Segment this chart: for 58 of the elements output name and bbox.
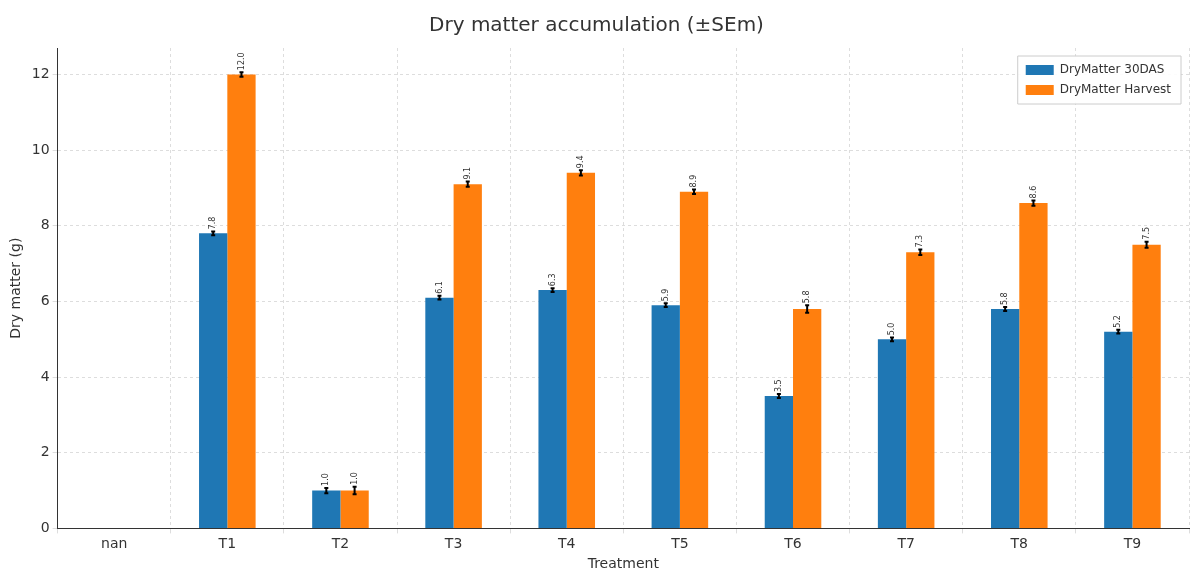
y-tick-label: 6 [40, 292, 50, 309]
data-label: 7.5 [1141, 226, 1151, 240]
bar [877, 339, 907, 528]
x-tick-label: T2 [330, 535, 350, 552]
bar [227, 74, 256, 528]
y-axis-title: Dry matter (g) [7, 237, 24, 339]
x-tick-label: T6 [783, 535, 802, 552]
bar [793, 309, 822, 528]
bar [566, 172, 596, 528]
bar [1019, 203, 1048, 528]
x-tick-label: nan [101, 535, 128, 552]
data-label: 12.0 [236, 52, 246, 71]
x-tick-label: T5 [670, 535, 689, 552]
bar [199, 233, 228, 528]
y-tick-label: 10 [31, 140, 50, 157]
bar [340, 490, 369, 528]
data-label: 5.8 [802, 290, 812, 304]
chart-title: Dry matter accumulation (±SEm) [429, 12, 764, 37]
data-label: 8.6 [1028, 185, 1038, 199]
data-label: 9.1 [462, 166, 472, 180]
bar [312, 490, 341, 528]
y-tick-label: 8 [40, 216, 50, 233]
y-tick-label: 2 [40, 443, 50, 460]
data-label: 9.4 [575, 155, 585, 169]
data-label: 3.5 [773, 379, 783, 393]
bar [651, 305, 680, 528]
data-label: 1.0 [321, 473, 331, 486]
bar [679, 191, 709, 528]
data-label: 8.9 [689, 174, 699, 188]
bar [538, 290, 567, 528]
x-tick-label: T9 [1122, 535, 1142, 552]
y-tick-label: 12 [31, 65, 50, 82]
data-label: 7.3 [915, 234, 925, 248]
bar [425, 297, 454, 528]
bar [991, 309, 1020, 528]
x-tick-label: T8 [1009, 535, 1029, 552]
bar [1132, 244, 1161, 528]
x-axis-title: Treatment [586, 555, 660, 572]
x-tick-label: T7 [896, 535, 915, 552]
x-tick-label: T3 [443, 535, 463, 552]
legend-label: DryMatter 30DAS [1059, 62, 1165, 77]
legend-label: DryMatter Harvest [1059, 82, 1172, 97]
y-tick-label: 0 [40, 519, 50, 536]
bar [764, 396, 794, 528]
data-label: 6.1 [434, 281, 444, 294]
data-label: 5.0 [887, 322, 897, 336]
data-label: 5.8 [1000, 292, 1010, 306]
bar [1104, 331, 1133, 528]
bar [906, 252, 935, 528]
data-label: 5.9 [660, 288, 670, 302]
bar [453, 184, 482, 528]
y-tick-label: 4 [40, 367, 50, 384]
data-label: 5.2 [1113, 315, 1123, 328]
data-label: 6.3 [547, 273, 557, 287]
data-label: 7.8 [208, 216, 218, 230]
x-tick-label: T4 [557, 535, 576, 552]
data-label: 1.0 [349, 472, 359, 485]
x-tick-label: T1 [217, 535, 237, 552]
